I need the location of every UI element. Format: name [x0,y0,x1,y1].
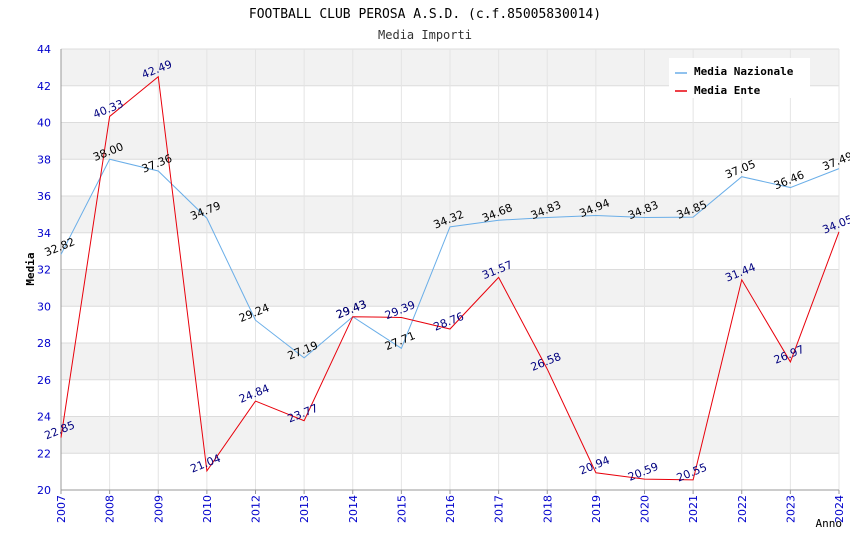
x-tick-label: 2013 [298,495,311,523]
y-tick-label: 28 [37,337,51,350]
x-tick-label: 2020 [639,495,652,523]
x-tick-label: 2008 [104,495,117,523]
y-tick-label: 24 [37,411,51,424]
x-tick-label: 2010 [201,495,214,523]
legend-label-media-nazionale: Media Nazionale [694,65,794,78]
y-tick-label: 22 [37,447,51,460]
axes [60,49,840,494]
x-tick-label: 2023 [784,495,797,523]
grid-lines [60,48,840,491]
y-tick-label: 26 [37,374,51,387]
data-label-media-ente: 20.55 [675,461,709,485]
data-label-media-nazionale: 36.46 [772,168,806,192]
data-label-media-ente: 21.04 [189,452,223,476]
chart-subtitle: Media Importi [378,28,472,42]
x-tick-label: 2014 [347,495,360,523]
x-tick-label: 2015 [395,495,408,523]
x-tick-label: 2017 [493,495,506,523]
x-tick-label: 2009 [152,495,165,523]
x-tick-label: 2016 [444,495,457,523]
series-line-media-nazionale [60,158,840,359]
y-tick-label: 44 [37,43,51,56]
chart-title: FOOTBALL CLUB PEROSA A.S.D. (c.f.8500583… [249,7,601,22]
legend-box [669,58,810,98]
y-tick-label: 32 [37,264,51,277]
y-tick-label: 30 [37,300,51,313]
x-tick-label: 2012 [250,495,263,523]
data-label-media-ente: 20.59 [626,460,660,484]
x-tick-label: 2007 [55,495,68,523]
y-tick-label: 34 [37,227,51,240]
x-tick-label: 2019 [590,495,603,523]
x-tick-labels: 2007 2008 2009 2010 2012 2013 2014 2015 2016 2017… [55,495,846,523]
x-tick-label: 2022 [736,495,749,523]
x-tick-label: 2018 [541,495,554,523]
y-tick-label: 40 [37,117,51,130]
x-tick-label: 2024 [833,495,846,523]
y-tick-label: 20 [37,484,51,497]
y-tick-label: 36 [37,190,51,203]
x-tick-label: 2021 [687,495,700,523]
series-line-media-ente [60,75,840,481]
data-label-media-ente: 28.76 [432,310,466,334]
y-tick-label: 38 [37,153,51,166]
data-label-media-ente: 40.33 [91,97,125,121]
y-axis-label: Media [24,252,37,285]
legend-label-media-ente: Media Ente [694,84,761,97]
y-tick-label: 42 [37,80,51,93]
series-lines [60,75,840,481]
x-axis-label: Anno [816,517,843,530]
y-tick-labels: 20 22 24 26 28 30 32 34 36 38 40 42 44 [37,43,51,497]
legend: Media Nazionale Media Ente [669,58,810,98]
